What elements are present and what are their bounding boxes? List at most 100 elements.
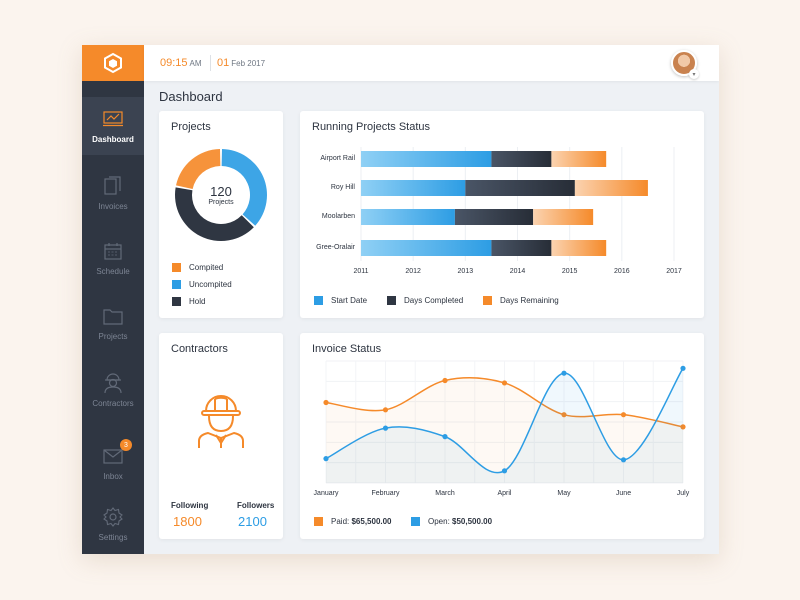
card-title: Running Projects Status: [312, 121, 431, 133]
chevron-down-icon[interactable]: ▾: [689, 69, 699, 79]
sidebar: Dashboard Invoices Schedule Projects Con: [82, 45, 144, 554]
running-projects-card: Running Projects Status 2011 2012 2013 2014…: [300, 111, 704, 318]
paid-data-point: [382, 407, 389, 413]
legend-item: Compited: [172, 263, 223, 272]
donut-slice-compited: [176, 149, 221, 189]
x-tick-label: 2011: [353, 268, 368, 275]
x-tick-label: 2013: [458, 268, 474, 275]
legend-item: Hold: [172, 297, 205, 306]
donut-slice-hold: [175, 187, 254, 241]
paid-area: [326, 377, 683, 483]
gear-icon: [102, 506, 124, 528]
cube-logo-icon: [104, 52, 122, 74]
sidebar-item-settings[interactable]: Settings: [82, 495, 144, 553]
bar-days-remaining: [551, 240, 607, 256]
sidebar-item-projects[interactable]: Projects: [82, 294, 144, 352]
sidebar-item-schedule[interactable]: Schedule: [82, 229, 144, 287]
paid-data-point: [323, 399, 329, 406]
legend-swatch: [172, 297, 181, 306]
legend-swatch: [172, 280, 181, 289]
bar-start-date: [361, 240, 492, 256]
mail-icon: 3: [102, 439, 132, 467]
sidebar-item-label: Schedule: [96, 267, 130, 276]
open-area: [326, 368, 683, 483]
x-tick-label: June: [616, 490, 631, 497]
divider: [210, 55, 211, 71]
bar-days-remaining: [551, 151, 607, 167]
running-projects-bar-chart: 2011 2012 2013 2014 2015 2016 2017 Airport Rail…: [316, 147, 682, 275]
worker-icon: [102, 372, 124, 394]
sidebar-item-label: Dashboard: [92, 135, 134, 144]
open-data-point: [561, 370, 567, 376]
x-tick-label: May: [557, 490, 571, 497]
y-category-label: Moolarben: [322, 213, 355, 220]
paid-data-point: [680, 424, 686, 430]
legend-item: Days Remaining: [483, 296, 559, 305]
projects-donut-chart: [175, 149, 267, 241]
donut-center-label: Projects: [208, 199, 234, 206]
folder-icon: [102, 305, 124, 327]
sidebar-item-label: Projects: [98, 332, 128, 341]
sidebar-item-contractors[interactable]: Contractors: [82, 361, 144, 419]
donut-slice-uncompited: [221, 149, 267, 226]
bar-start-date: [361, 180, 466, 196]
legend-swatch: [411, 517, 420, 526]
card-title: Contractors: [171, 343, 228, 355]
paid-data-point: [620, 412, 627, 418]
card-title: Projects: [171, 121, 211, 133]
invoice-status-card: Invoice Status January February March April…: [300, 333, 704, 539]
sidebar-item-dashboard[interactable]: Dashboard: [82, 97, 144, 155]
logo[interactable]: [82, 45, 144, 81]
invoice-line-chart: January February March April May June July: [314, 360, 690, 497]
page-title: Dashboard: [159, 89, 223, 104]
donut-center-value: 120: [210, 184, 232, 199]
projects-card: Projects 120 Projects Compited Uncompite…: [159, 111, 283, 318]
x-tick-label: 2014: [510, 268, 526, 275]
app-window: Dashboard Invoices Schedule Projects Con: [82, 45, 719, 554]
y-category-label: Roy Hill: [331, 184, 356, 191]
paid-data-point: [561, 412, 567, 418]
paid-data-point: [501, 380, 508, 386]
legend-swatch: [314, 517, 323, 526]
clock-time: 09:15 AM: [160, 57, 202, 69]
x-tick-label: February: [371, 490, 400, 497]
x-tick-label: January: [314, 490, 339, 497]
following-value: 1800: [173, 514, 202, 529]
legend-swatch: [387, 296, 396, 305]
sidebar-item-label: Inbox: [103, 472, 123, 481]
legend-item: Start Date: [314, 296, 367, 305]
open-data-point: [382, 425, 389, 431]
bar-days-completed: [491, 240, 552, 256]
open-data-point: [680, 365, 686, 371]
paid-data-point: [442, 377, 448, 384]
open-data-point: [501, 468, 508, 474]
document-icon: [102, 175, 124, 197]
y-category-label: Airport Rail: [320, 155, 355, 162]
bar-days-remaining: [533, 209, 594, 225]
x-tick-label: 2016: [614, 268, 630, 275]
x-tick-label: March: [435, 490, 455, 497]
bar-start-date: [361, 151, 492, 167]
open-data-point: [442, 434, 448, 440]
x-tick-label: 2017: [666, 268, 682, 275]
calendar-icon: [102, 240, 124, 262]
legend-swatch: [172, 263, 181, 272]
top-bar: 09:15 AM 01 Feb 2017 ▾: [144, 45, 719, 81]
bar-days-completed: [491, 151, 552, 167]
sidebar-item-label: Invoices: [98, 202, 128, 211]
inbox-badge: 3: [120, 439, 132, 451]
followers-value: 2100: [238, 514, 267, 529]
legend-item: Days Completed: [387, 296, 463, 305]
y-category-label: Gree-Oralair: [316, 244, 356, 251]
sidebar-item-label: Contractors: [92, 399, 134, 408]
contractors-card: Contractors Following 1800 Followers 210…: [159, 333, 283, 539]
worker-icon: [198, 395, 244, 448]
followers-label: Followers: [237, 501, 275, 510]
legend-swatch: [314, 296, 323, 305]
sidebar-item-invoices[interactable]: Invoices: [82, 164, 144, 222]
sidebar-item-inbox[interactable]: 3 Inbox: [82, 434, 144, 492]
current-date: 01 Feb 2017: [217, 57, 266, 69]
chart-icon: [102, 108, 124, 130]
legend-item: Open: $50,500.00: [411, 517, 492, 526]
bar-start-date: [361, 209, 455, 225]
